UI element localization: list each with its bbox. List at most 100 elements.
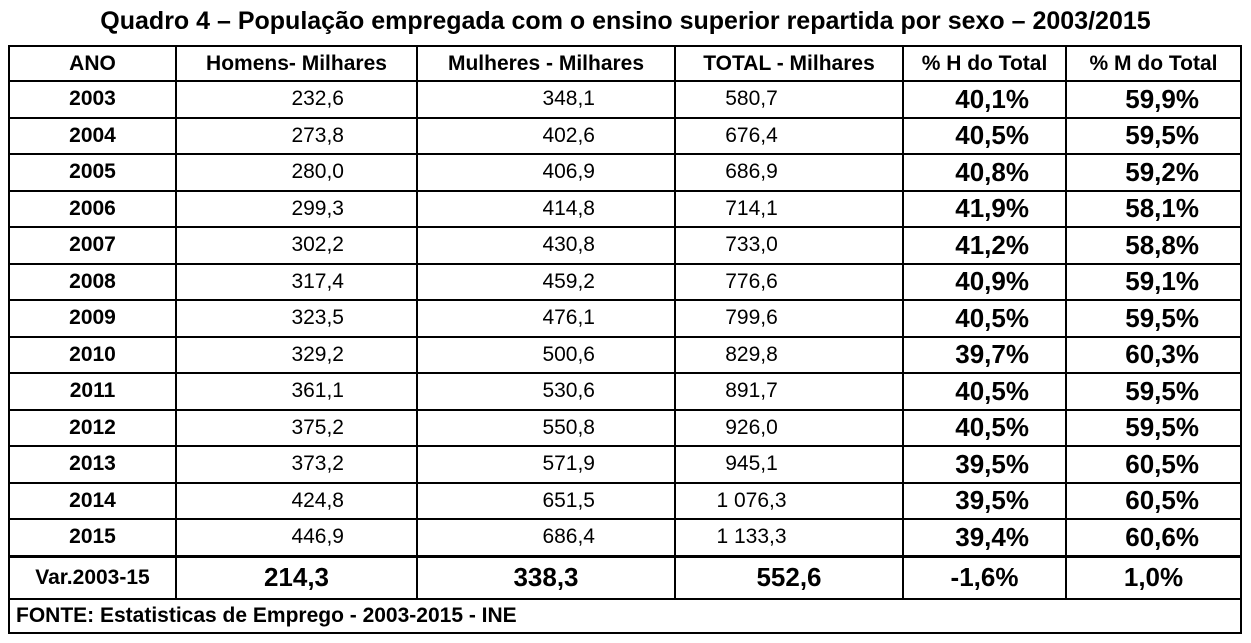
cell-homens: 299,3 xyxy=(175,189,418,228)
header-pct-homens: % H do Total xyxy=(902,45,1067,82)
cell-total: 776,6 xyxy=(674,262,904,301)
cell-mulheres: 550,8 xyxy=(416,408,676,447)
cell-total: 945,1 xyxy=(674,445,904,484)
cell-ano: 2012 xyxy=(8,408,177,447)
header-mulheres: Mulheres - Milhares xyxy=(416,45,676,82)
cell-homens: 232,6 xyxy=(175,80,418,119)
cell-homens: 373,2 xyxy=(175,445,418,484)
cell-homens: 273,8 xyxy=(175,116,418,155)
cell-pct-homens: 41,9% xyxy=(902,189,1067,228)
table-row: 2009 323,5 476,1 799,6 40,5% 59,5% xyxy=(8,299,1242,338)
table-row: 2006 299,3 414,8 714,1 41,9% 58,1% xyxy=(8,189,1242,228)
variation-homens: 214,3 xyxy=(175,554,418,600)
cell-pct-homens: 40,9% xyxy=(902,262,1067,301)
cell-ano: 2003 xyxy=(8,80,177,119)
table-row: 2005 280,0 406,9 686,9 40,8% 59,2% xyxy=(8,153,1242,192)
cell-pct-mulheres: 59,1% xyxy=(1065,262,1242,301)
cell-ano: 2010 xyxy=(8,335,177,374)
header-homens: Homens- Milhares xyxy=(175,45,418,82)
cell-mulheres: 500,6 xyxy=(416,335,676,374)
cell-total: 1 133,3 xyxy=(674,518,904,557)
cell-total: 891,7 xyxy=(674,372,904,411)
cell-pct-homens: 39,5% xyxy=(902,445,1067,484)
table-row: 2012 375,2 550,8 926,0 40,5% 59,5% xyxy=(8,408,1242,447)
cell-mulheres: 459,2 xyxy=(416,262,676,301)
cell-pct-homens: 39,7% xyxy=(902,335,1067,374)
cell-pct-homens: 40,8% xyxy=(902,153,1067,192)
cell-pct-homens: 41,2% xyxy=(902,226,1067,265)
cell-pct-mulheres: 59,2% xyxy=(1065,153,1242,192)
cell-pct-mulheres: 59,5% xyxy=(1065,116,1242,155)
cell-homens: 323,5 xyxy=(175,299,418,338)
variation-total: 552,6 xyxy=(674,554,904,600)
cell-mulheres: 651,5 xyxy=(416,481,676,520)
cell-pct-homens: 40,1% xyxy=(902,80,1067,119)
cell-mulheres: 430,8 xyxy=(416,226,676,265)
cell-homens: 317,4 xyxy=(175,262,418,301)
cell-ano: 2005 xyxy=(8,153,177,192)
cell-total: 1 076,3 xyxy=(674,481,904,520)
table-row: 2003 232,6 348,1 580,7 40,1% 59,9% xyxy=(8,80,1242,119)
cell-mulheres: 571,9 xyxy=(416,445,676,484)
table-row: 2015 446,9 686,4 1 133,3 39,4% 60,6% xyxy=(8,518,1242,557)
cell-mulheres: 406,9 xyxy=(416,153,676,192)
table-row: 2008 317,4 459,2 776,6 40,9% 59,1% xyxy=(8,262,1242,301)
cell-homens: 329,2 xyxy=(175,335,418,374)
cell-total: 733,0 xyxy=(674,226,904,265)
cell-total: 829,8 xyxy=(674,335,904,374)
source-note: FONTE: Estatisticas de Emprego - 2003-20… xyxy=(8,597,1242,634)
cell-homens: 375,2 xyxy=(175,408,418,447)
cell-ano: 2015 xyxy=(8,518,177,557)
cell-pct-mulheres: 60,5% xyxy=(1065,445,1242,484)
variation-row: Var.2003-15 214,3 338,3 552,6 -1,6% 1,0% xyxy=(8,554,1242,600)
variation-mulheres: 338,3 xyxy=(416,554,676,600)
cell-pct-mulheres: 60,5% xyxy=(1065,481,1242,520)
cell-ano: 2009 xyxy=(8,299,177,338)
cell-ano: 2011 xyxy=(8,372,177,411)
cell-mulheres: 414,8 xyxy=(416,189,676,228)
cell-total: 799,6 xyxy=(674,299,904,338)
cell-pct-homens: 39,4% xyxy=(902,518,1067,557)
header-ano: ANO xyxy=(8,45,177,82)
header-total: TOTAL - Milhares xyxy=(674,45,904,82)
cell-pct-mulheres: 59,5% xyxy=(1065,372,1242,411)
cell-mulheres: 686,4 xyxy=(416,518,676,557)
table-row: 2007 302,2 430,8 733,0 41,2% 58,8% xyxy=(8,226,1242,265)
cell-total: 676,4 xyxy=(674,116,904,155)
cell-mulheres: 348,1 xyxy=(416,80,676,119)
table-row: 2014 424,8 651,5 1 076,3 39,5% 60,5% xyxy=(8,481,1242,520)
employment-table: ANO Homens- Milhares Mulheres - Milhares… xyxy=(8,45,1242,634)
cell-ano: 2008 xyxy=(8,262,177,301)
table-row: 2010 329,2 500,6 829,8 39,7% 60,3% xyxy=(8,335,1242,374)
cell-total: 926,0 xyxy=(674,408,904,447)
cell-pct-homens: 39,5% xyxy=(902,481,1067,520)
cell-ano: 2006 xyxy=(8,189,177,228)
table-row: 2004 273,8 402,6 676,4 40,5% 59,5% xyxy=(8,116,1242,155)
cell-pct-mulheres: 59,9% xyxy=(1065,80,1242,119)
cell-mulheres: 530,6 xyxy=(416,372,676,411)
cell-total: 580,7 xyxy=(674,80,904,119)
cell-ano: 2013 xyxy=(8,445,177,484)
cell-pct-mulheres: 60,3% xyxy=(1065,335,1242,374)
variation-pct-mulheres: 1,0% xyxy=(1065,554,1242,600)
table-title: Quadro 4 – População empregada com o ens… xyxy=(100,7,1151,35)
cell-homens: 446,9 xyxy=(175,518,418,557)
cell-pct-mulheres: 59,5% xyxy=(1065,408,1242,447)
cell-ano: 2007 xyxy=(8,226,177,265)
cell-pct-homens: 40,5% xyxy=(902,372,1067,411)
header-row: ANO Homens- Milhares Mulheres - Milhares… xyxy=(8,45,1242,82)
cell-homens: 302,2 xyxy=(175,226,418,265)
cell-mulheres: 402,6 xyxy=(416,116,676,155)
cell-ano: 2014 xyxy=(8,481,177,520)
cell-ano: 2004 xyxy=(8,116,177,155)
cell-pct-mulheres: 58,8% xyxy=(1065,226,1242,265)
cell-pct-homens: 40,5% xyxy=(902,116,1067,155)
cell-mulheres: 476,1 xyxy=(416,299,676,338)
cell-pct-mulheres: 58,1% xyxy=(1065,189,1242,228)
cell-pct-homens: 40,5% xyxy=(902,408,1067,447)
table-row: 2011 361,1 530,6 891,7 40,5% 59,5% xyxy=(8,372,1242,411)
variation-pct-homens: -1,6% xyxy=(902,554,1067,600)
cell-homens: 361,1 xyxy=(175,372,418,411)
cell-homens: 280,0 xyxy=(175,153,418,192)
source-row: FONTE: Estatisticas de Emprego - 2003-20… xyxy=(8,597,1242,634)
